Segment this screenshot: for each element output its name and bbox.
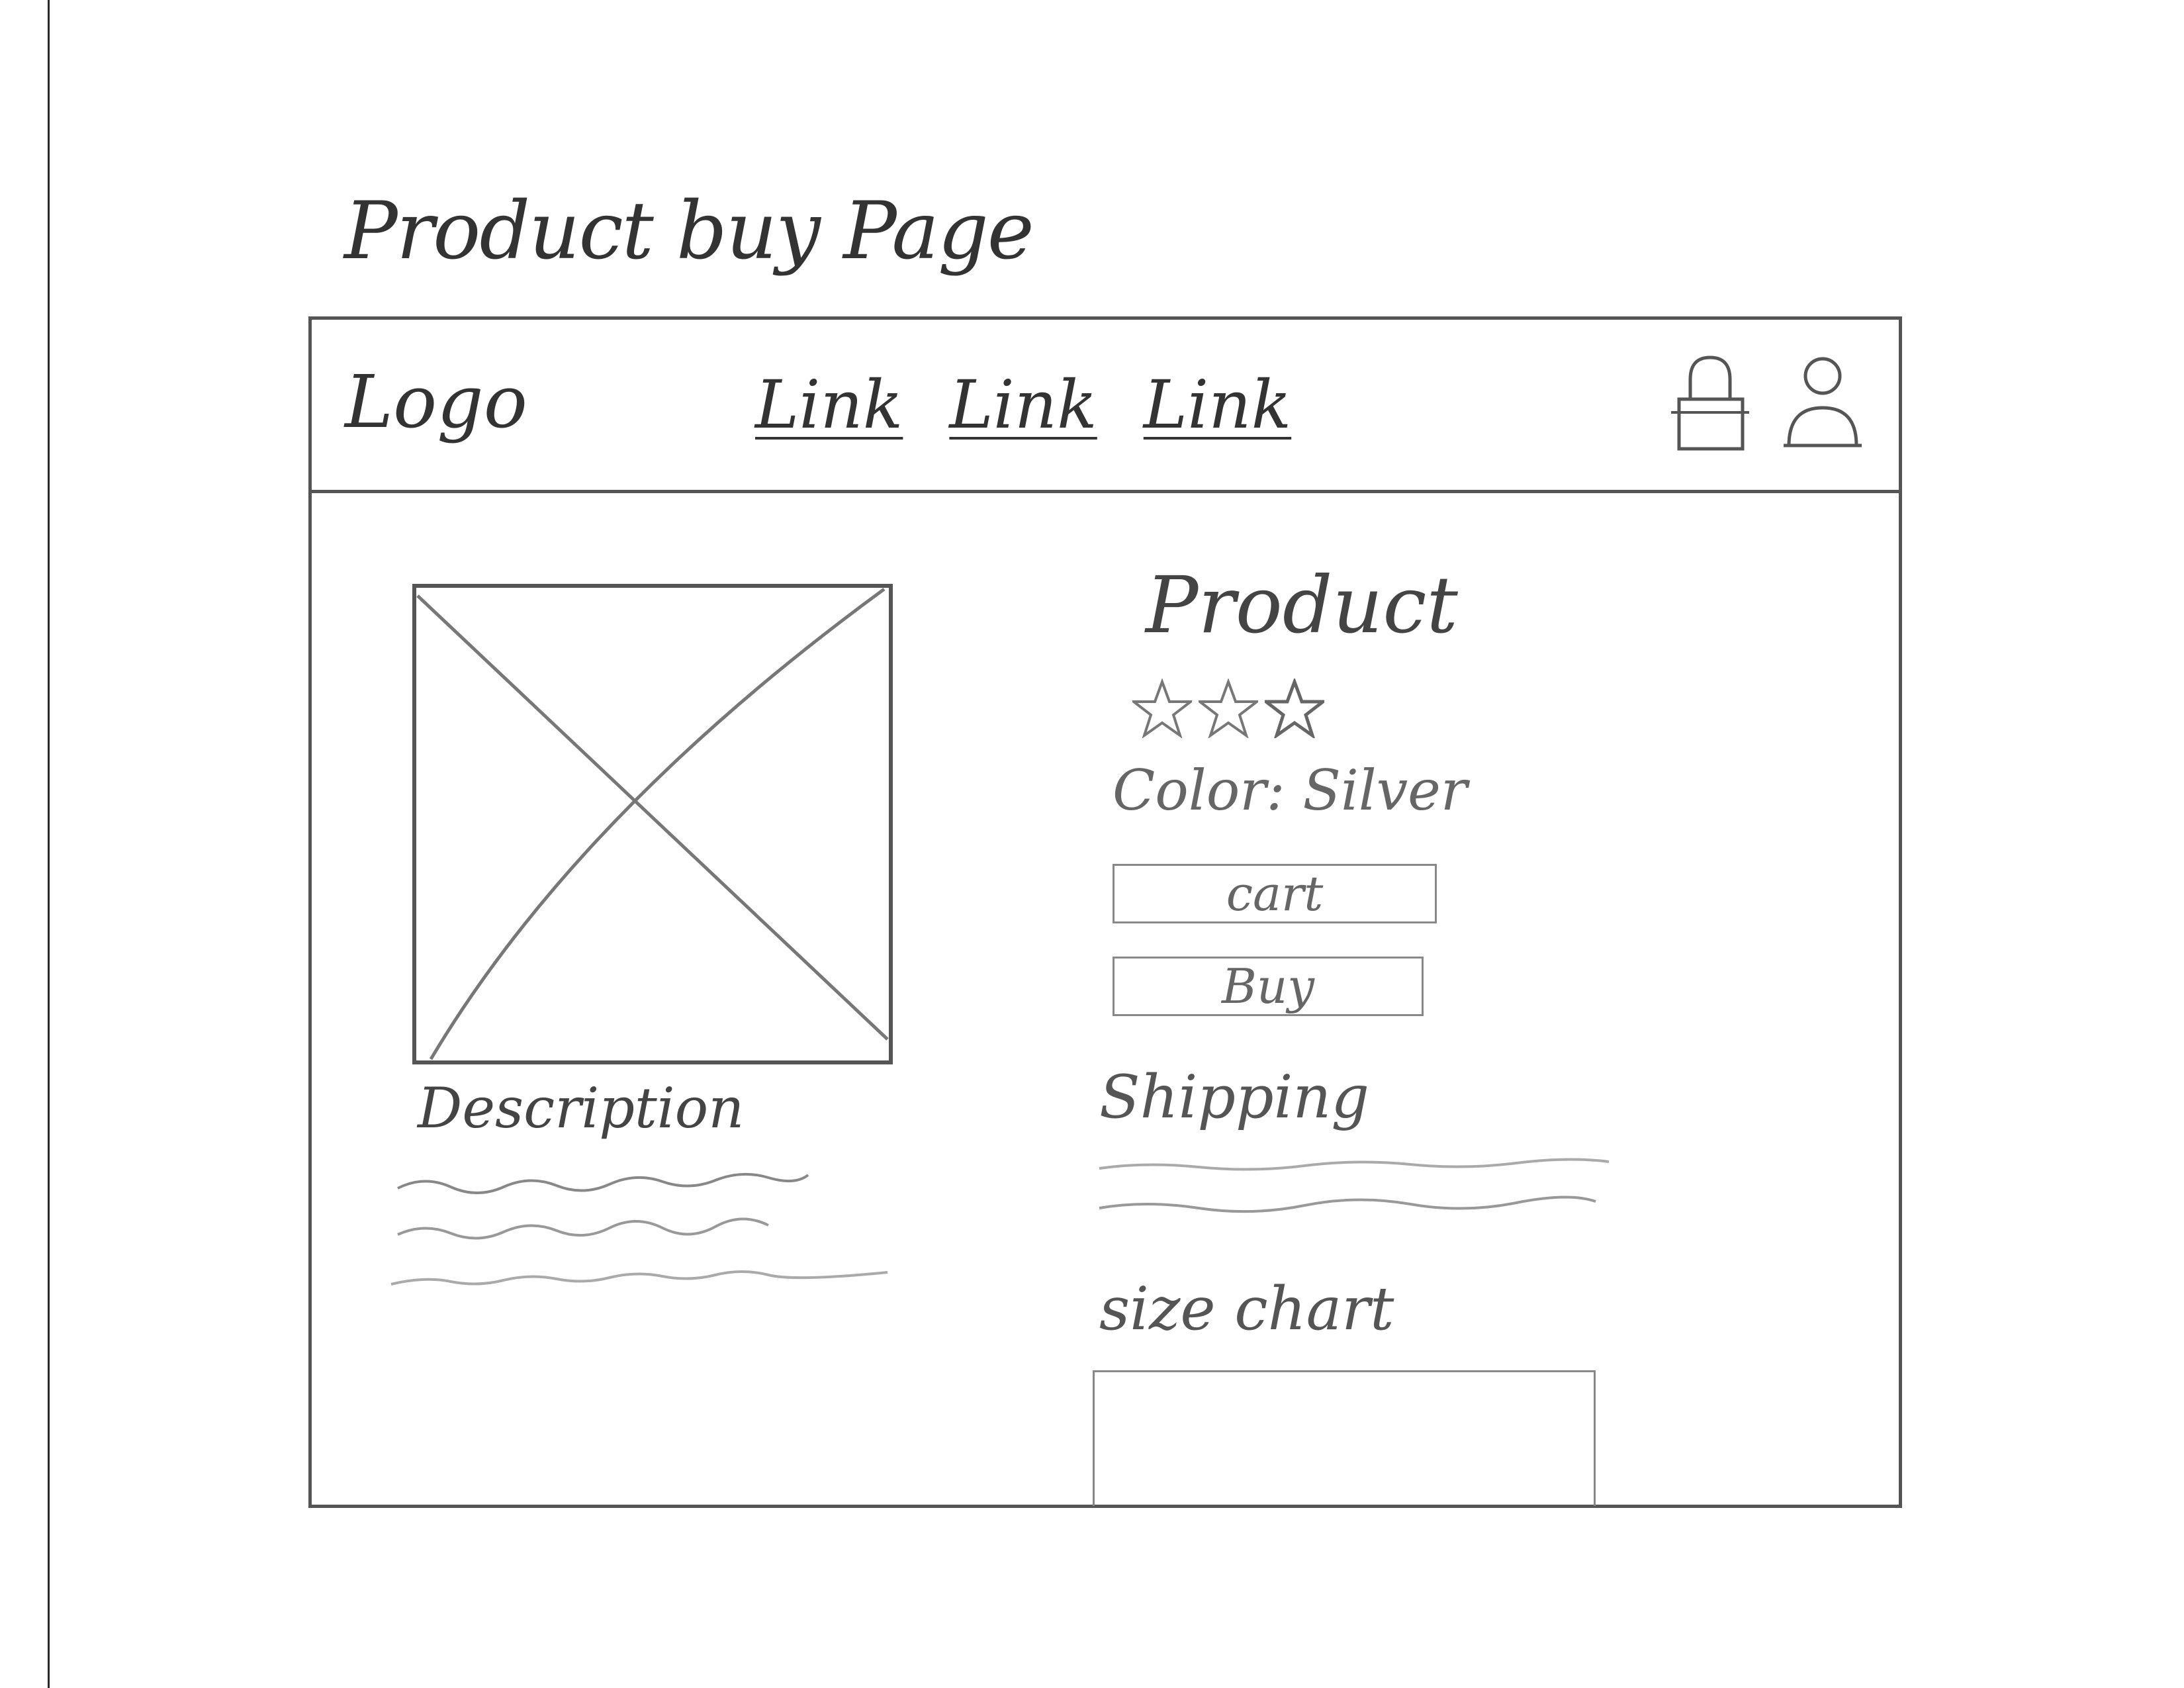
description-text-line: [397, 1217, 769, 1240]
nav-link-3[interactable]: Link: [1143, 366, 1292, 444]
star-icon: [1132, 679, 1192, 738]
color-label: Color: Silver: [1113, 758, 1468, 823]
shipping-text-line: [1099, 1158, 1610, 1171]
description-text-line: [390, 1270, 888, 1286]
nav-link-2[interactable]: Link: [949, 366, 1097, 444]
navbar: Logo Link Link Link: [312, 320, 1899, 493]
size-chart-table: [1093, 1370, 1596, 1506]
product-name: Product: [1146, 559, 1458, 651]
star-rating: [1132, 679, 1324, 738]
description-title: Description: [418, 1076, 745, 1141]
image-placeholder-icon: [412, 584, 893, 1064]
user-icon[interactable]: [1780, 350, 1866, 455]
star-icon: [1199, 679, 1258, 738]
shipping-text-line: [1099, 1196, 1596, 1213]
page-content: Description Product Color: S: [312, 493, 1899, 1508]
star-icon: [1265, 679, 1324, 738]
nav-link-1[interactable]: Link: [755, 366, 903, 444]
description-text-line: [397, 1172, 809, 1194]
product-details: Product Color: Silver cart Buy Shipping: [1093, 559, 1821, 1506]
paper-edge: [48, 0, 50, 1688]
add-to-cart-button[interactable]: cart: [1113, 864, 1437, 923]
nav-icons: [1667, 350, 1866, 455]
lock-icon[interactable]: [1667, 350, 1753, 455]
nav-links: Link Link Link: [755, 366, 1291, 450]
logo[interactable]: Logo: [345, 359, 527, 444]
browser-frame: Logo Link Link Link Description: [308, 316, 1902, 1508]
buy-button[interactable]: Buy: [1113, 957, 1424, 1016]
page-title: Product buy Page: [344, 185, 1034, 277]
shipping-title: Shipping: [1099, 1062, 1369, 1132]
size-chart-title: size chart: [1099, 1274, 1394, 1344]
